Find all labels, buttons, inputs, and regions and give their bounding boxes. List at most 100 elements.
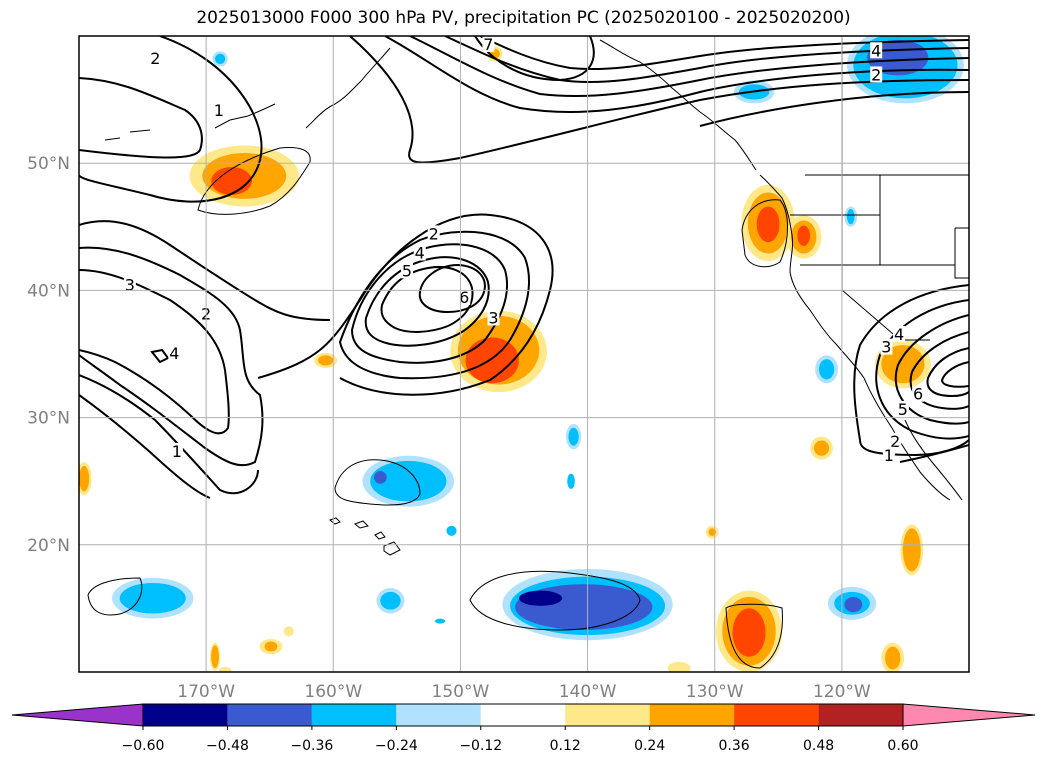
- pv-closed-3: [350, 243, 509, 364]
- pv-east-3: [894, 314, 969, 425]
- latitude-tick-label: 40°N: [27, 281, 70, 301]
- longitude-tick-label: 130°W: [686, 682, 744, 702]
- contour-label-bg: [212, 102, 225, 119]
- pv-north-cap: [699, 91, 969, 127]
- pv-contour-low-1: [79, 36, 263, 203]
- precip-region-pos1: [283, 626, 294, 637]
- map-frame: [78, 35, 970, 673]
- precip-region-neg2: [567, 473, 575, 489]
- contour-label: 4: [894, 325, 904, 344]
- pv-east-2: [875, 299, 969, 440]
- colorbar-segment: [818, 704, 903, 726]
- contour-label: 3: [125, 275, 135, 294]
- colorbar-tick-label: 0.24: [634, 738, 665, 754]
- colorbar-segment: [396, 704, 481, 726]
- colorbar-tick-label: 0.48: [803, 738, 834, 754]
- precip-region-neg5: [518, 590, 563, 606]
- precip-region-pos3: [797, 225, 811, 246]
- contour-label: 2: [890, 432, 900, 451]
- precip-outline-oregon: [741, 199, 788, 268]
- pv-north-4: [444, 36, 969, 84]
- contour-label-bg: [893, 325, 906, 342]
- precip-outline-hawaii-north: [334, 459, 421, 506]
- baja-california: [863, 377, 963, 501]
- graticule: [79, 36, 969, 672]
- pv-north-3: [409, 36, 969, 98]
- precip-region-pos2: [264, 641, 278, 652]
- colorbar-segment: [734, 704, 819, 726]
- contour-label: 5: [898, 400, 908, 419]
- contour-label-bg: [170, 442, 183, 459]
- contour-label: 2: [429, 224, 439, 243]
- longitude-tick-label: 150°W: [432, 682, 490, 702]
- precip-region-pos1: [218, 666, 232, 672]
- contour-label-bg: [401, 262, 414, 279]
- colorbar-tick-label: −0.48: [206, 738, 249, 754]
- precip-region-neg2: [435, 618, 446, 624]
- pv-closed-6: [418, 263, 486, 314]
- colorbar-extend-low: [11, 703, 144, 727]
- precip-region-pos2: [813, 440, 830, 456]
- contour-label: 1: [884, 446, 894, 465]
- precip-region-pos1: [667, 661, 691, 672]
- contour-label-bg: [458, 289, 471, 306]
- contour-label-bg: [123, 276, 136, 293]
- colorbar-segment: [311, 704, 397, 726]
- precip-region-pos2: [902, 528, 921, 572]
- precip-region-pos2: [211, 645, 219, 669]
- longitude-tick-label: 170°W: [177, 682, 235, 702]
- precip-region-neg3: [373, 471, 387, 484]
- contour-label-bg: [168, 345, 181, 361]
- contour-label-bg: [896, 400, 909, 417]
- colorbar-tick-label: −0.36: [290, 738, 333, 754]
- precip-region-pos2: [318, 355, 334, 366]
- contour-label: 2: [871, 65, 881, 84]
- pv-east-6: [940, 361, 969, 388]
- colorbar-segment: [143, 704, 228, 726]
- precip-outline-southwest: [87, 577, 143, 616]
- precip-region-neg2: [215, 53, 226, 64]
- longitude-tick-label: 120°W: [813, 682, 871, 702]
- pv-north-6: [474, 36, 595, 82]
- precip-region-pos3: [211, 167, 252, 195]
- precip-region-pos2: [708, 528, 716, 536]
- contour-label-bg: [889, 432, 902, 449]
- contour-label-bg: [427, 225, 440, 242]
- west-coast-north-america: [759, 174, 865, 379]
- precip-region-pos3: [465, 337, 519, 384]
- pv-contour-west-c: [79, 269, 230, 435]
- contour-label: 1: [172, 442, 182, 461]
- precip-outline-north-pacific: [197, 147, 311, 215]
- contour-label-bg: [149, 49, 162, 66]
- precip-region-pos3: [732, 608, 766, 657]
- colorbar-tick-label: 0.12: [550, 738, 581, 754]
- precip-region-neg2: [846, 208, 855, 225]
- colorbar-tick-label: −0.24: [375, 738, 418, 754]
- pv-contour-west-e: [79, 394, 211, 499]
- colorbar-tick-label: −0.12: [459, 738, 502, 754]
- precip-outline-east-pacific: [725, 603, 783, 669]
- precip-region-pos3: [756, 206, 780, 243]
- precip-region-pos2: [79, 465, 90, 492]
- pv-east-1: [853, 284, 969, 457]
- pv-east-5: [926, 347, 969, 398]
- latitude-labels: 50°N 40°N 30°N 20°N: [27, 154, 70, 556]
- pv-north-1: [349, 36, 969, 164]
- precip-region-neg4: [600, 605, 626, 619]
- pv-contour-west-b: [79, 246, 264, 467]
- longitude-tick-label: 160°W: [304, 682, 362, 702]
- pv-north-5: [479, 36, 969, 71]
- precip-region-neg2: [818, 359, 835, 380]
- map-title: 2025013000 F000 300 hPa PV, precipitatio…: [196, 8, 851, 28]
- precip-region-neg2: [119, 582, 186, 614]
- contour-label: 3: [881, 338, 891, 357]
- pv-contour-low-2: [79, 77, 203, 159]
- contour-label: 7: [483, 35, 493, 54]
- pv-closed-2: [338, 230, 531, 380]
- colorbar-segment: [227, 704, 312, 726]
- contour-label-bg: [482, 36, 495, 52]
- precip-region-pos2: [885, 646, 901, 670]
- longitude-labels: 170°W 160°W 150°W 140°W 130°W 120°W: [177, 682, 871, 702]
